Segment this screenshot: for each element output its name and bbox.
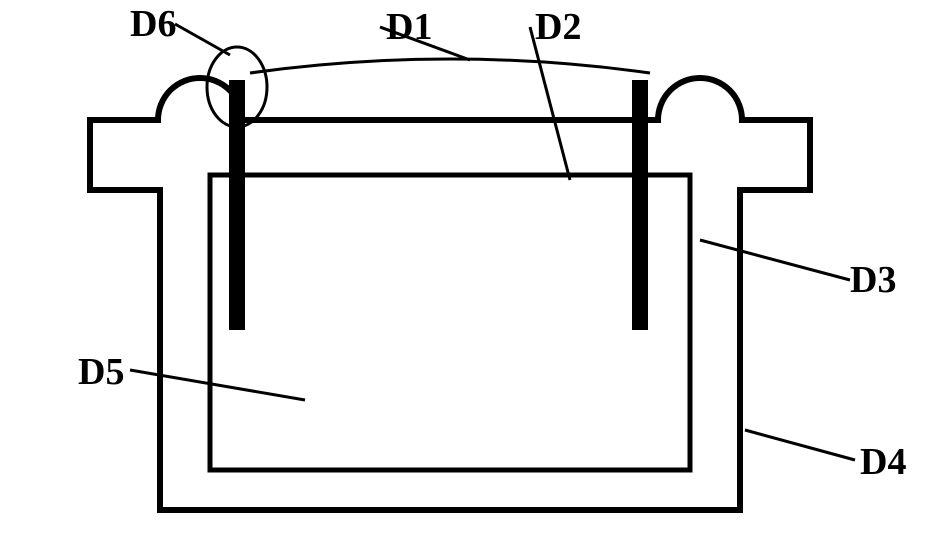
inner-box bbox=[210, 175, 690, 470]
left-rod bbox=[229, 80, 245, 330]
right-rod bbox=[632, 80, 648, 330]
label-d3: D3 bbox=[850, 258, 896, 302]
outer-container-outline bbox=[90, 78, 810, 510]
leader-d4 bbox=[745, 430, 855, 460]
dome-curve bbox=[250, 59, 650, 73]
leader-d5 bbox=[130, 370, 305, 400]
leader-d6 bbox=[175, 24, 230, 55]
label-d2: D2 bbox=[535, 5, 581, 49]
label-d1: D1 bbox=[386, 5, 432, 49]
label-d5: D5 bbox=[78, 350, 124, 394]
label-d4: D4 bbox=[860, 440, 906, 484]
leader-d3 bbox=[700, 240, 850, 280]
leader-d2 bbox=[530, 27, 570, 180]
label-d6: D6 bbox=[130, 2, 176, 46]
